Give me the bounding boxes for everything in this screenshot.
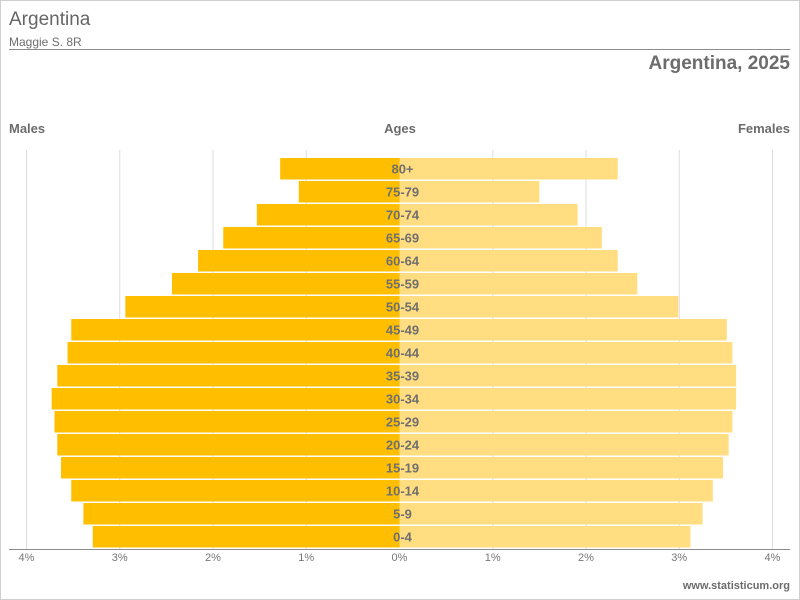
female-bar [399,158,618,180]
age-group-label: 40-44 [386,345,420,360]
male-bar [54,411,400,433]
age-group-label: 25-29 [386,414,419,429]
x-tick-label: 2% [205,552,221,564]
male-bar [61,457,400,479]
male-bar [298,181,400,203]
male-bar [67,342,400,364]
female-bar [399,319,727,341]
female-bar [399,388,737,410]
age-group-label: 80+ [391,161,413,176]
age-group-label: 5-9 [393,506,412,521]
males-side-label: Males [9,121,46,136]
page-title: Argentina [9,9,91,30]
male-bar [51,388,400,410]
age-group-label: 55-59 [386,276,419,291]
age-group-label: 0-4 [393,529,413,544]
female-bar [399,181,540,203]
age-group-label: 30-34 [386,391,420,406]
male-bar [92,526,400,548]
age-group-label: 10-14 [386,483,420,498]
age-group-label: 70-74 [386,207,420,222]
female-bar [399,434,729,456]
header-divider [9,49,790,50]
male-bar [83,503,400,525]
male-bar [71,480,400,502]
page-subtitle: Maggie S. 8R [9,35,82,49]
male-bar [57,434,400,456]
x-tick-label: 1% [298,552,314,564]
x-tick-label: 0% [392,552,408,564]
male-bar [223,227,400,249]
age-group-label: 20-24 [386,437,420,452]
age-group-label: 50-54 [386,299,420,314]
female-bar [399,296,679,318]
x-tick-label: 3% [671,552,687,564]
female-bar [399,342,733,364]
female-bar [399,503,703,525]
female-bar [399,250,618,272]
age-group-label: 35-39 [386,368,419,383]
male-bar [280,158,400,180]
male-bar [171,273,400,295]
male-bar [71,319,400,341]
ages-axis-label: Ages [384,121,416,136]
x-tick-label: 3% [112,552,128,564]
female-bar [399,457,724,479]
x-tick-label: 4% [19,552,35,564]
x-tick-label: 2% [578,552,594,564]
females-side-label: Females [737,121,790,136]
female-bar [399,480,713,502]
chart-title: Argentina, 2025 [648,53,791,74]
male-bar [256,204,400,226]
x-tick-label: 4% [765,552,781,564]
female-bar [399,526,691,548]
male-bar [198,250,400,272]
female-bar [399,273,638,295]
age-group-label: 45-49 [386,322,419,337]
age-group-label: 65-69 [386,230,419,245]
age-group-label: 75-79 [386,184,419,199]
age-group-label: 15-19 [386,460,419,475]
male-bar [57,365,400,387]
female-bar [399,365,737,387]
source-credit: www.statisticum.org [682,580,790,592]
female-bar [399,204,578,226]
x-tick-label: 1% [485,552,501,564]
age-group-label: 60-64 [386,253,420,268]
female-bar [399,411,733,433]
female-bar [399,227,602,249]
male-bar [125,296,400,318]
